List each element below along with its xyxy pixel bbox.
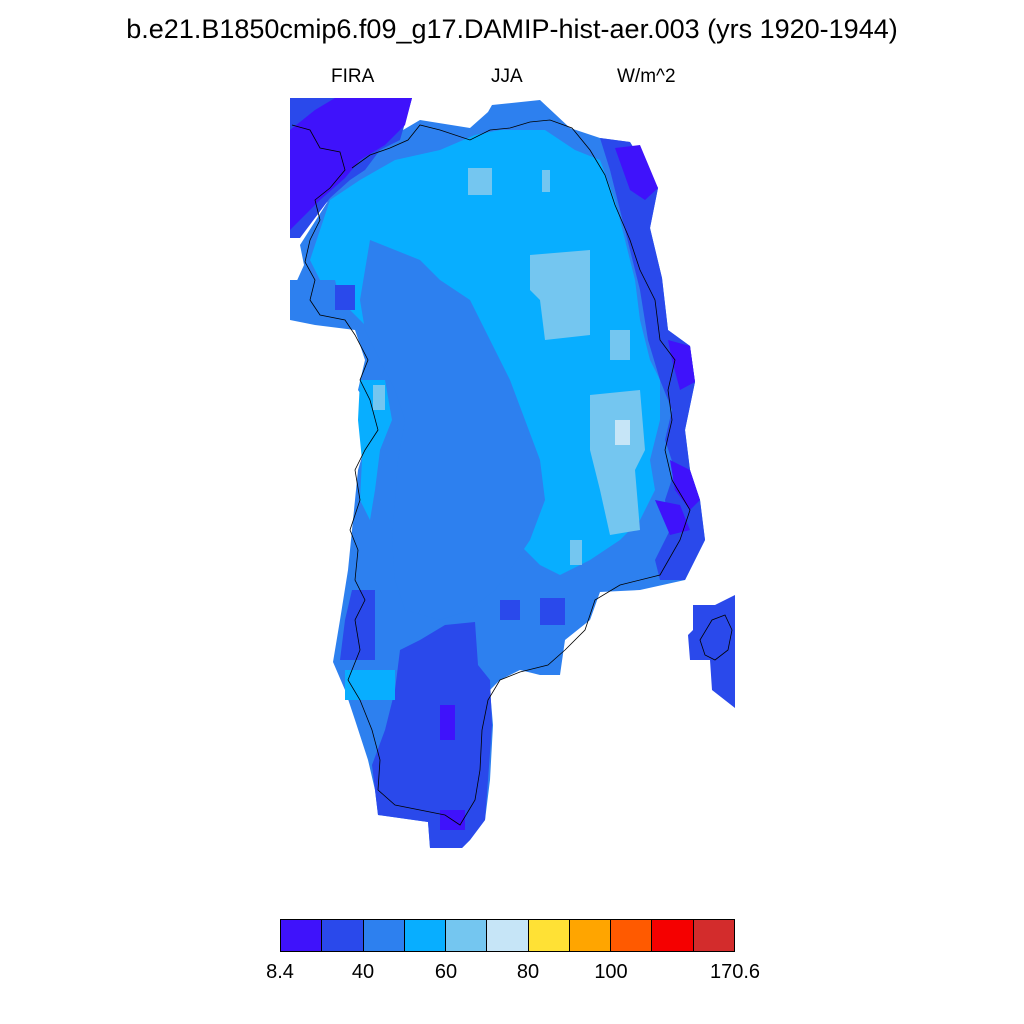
colorbar-box xyxy=(404,920,447,951)
nw-coast-lobes xyxy=(290,280,345,320)
light-patch-north xyxy=(530,250,590,340)
sw-coast-dark xyxy=(340,590,375,660)
colorbar-label: 8.4 xyxy=(266,961,294,983)
colorbar-box xyxy=(693,920,734,951)
colorbar-box xyxy=(322,920,364,951)
colorbar xyxy=(280,919,735,952)
colorbar-label: 100 xyxy=(594,961,628,983)
colorbar-label: 60 xyxy=(434,961,458,983)
colorbar-box xyxy=(281,920,323,951)
variable-label: FIRA xyxy=(331,66,375,87)
light-patch-ne xyxy=(468,168,492,195)
light-patch-east xyxy=(590,390,645,535)
light-patch-south xyxy=(570,540,582,565)
colorbar-box xyxy=(487,920,529,951)
plot-title: b.e21.B1850cmip6.f09_g17.DAMIP-hist-aer.… xyxy=(126,14,898,44)
land-region-nw-dark xyxy=(290,98,412,230)
land-region-west-coast xyxy=(358,380,392,520)
se-patches xyxy=(500,598,565,625)
colorbar-box xyxy=(569,920,612,951)
land-region-south xyxy=(372,622,492,848)
lightest-patch xyxy=(615,420,630,445)
light-patch-east-2 xyxy=(610,330,630,360)
light-patch-west xyxy=(373,385,385,410)
colorbar-box xyxy=(363,920,405,951)
season-label: JJA xyxy=(491,66,523,87)
sw-coast-strip xyxy=(345,670,395,700)
colorbar-label: 170.6 xyxy=(709,961,761,983)
colorbar-box xyxy=(611,920,653,951)
colorbar-label: 80 xyxy=(516,961,540,983)
colorbar-box xyxy=(446,920,488,951)
coastline xyxy=(291,119,691,826)
colorbar-label: 40 xyxy=(351,961,375,983)
light-patch-north-2 xyxy=(542,170,550,192)
units-label: W/m^2 xyxy=(617,66,676,87)
land-region-south-dark xyxy=(440,705,465,830)
colorbar-box xyxy=(652,920,694,951)
colorbar-box xyxy=(528,920,570,951)
east-coast-darkest xyxy=(615,145,700,535)
land-region-central xyxy=(360,240,545,620)
island-east xyxy=(688,595,735,708)
coastline-island xyxy=(699,614,733,661)
nw-small-dark xyxy=(335,285,355,310)
